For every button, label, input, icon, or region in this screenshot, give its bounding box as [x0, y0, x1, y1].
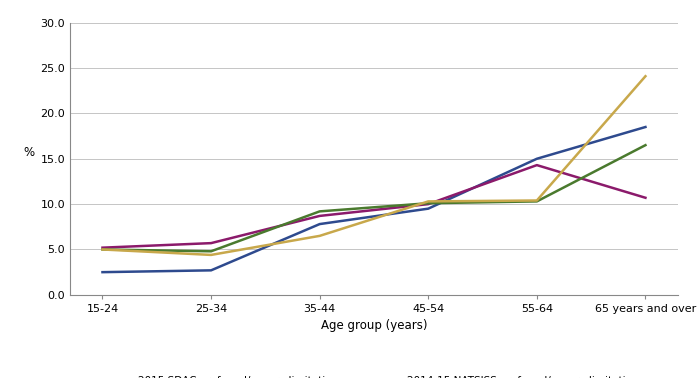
- 2016 Census need for assistance: [641, 74, 649, 79]
- 2016 Census need for assistance: [424, 199, 433, 204]
- Line: 2014-15 NATSISS profound/severe limitation: 2014-15 NATSISS profound/severe limitati…: [103, 145, 645, 251]
- 2015 SDAC profound/severe limitation: [641, 125, 649, 129]
- Legend: 2015 SDAC profound/severe limitation, 2012-13 NATSIHS profound/severe limitation: 2015 SDAC profound/severe limitation, 20…: [110, 376, 638, 378]
- 2014-15 NATSISS profound/severe limitation: [641, 143, 649, 147]
- 2014-15 NATSISS profound/severe limitation: [315, 209, 324, 214]
- Line: 2016 Census need for assistance: 2016 Census need for assistance: [103, 76, 645, 255]
- 2012-13 NATSIHS profound/severe limitation: [533, 163, 541, 167]
- 2012-13 NATSIHS profound/severe limitation: [99, 245, 107, 250]
- 2016 Census need for assistance: [207, 253, 215, 257]
- 2014-15 NATSISS profound/severe limitation: [424, 201, 433, 206]
- 2015 SDAC profound/severe limitation: [533, 156, 541, 161]
- 2015 SDAC profound/severe limitation: [207, 268, 215, 273]
- 2014-15 NATSISS profound/severe limitation: [99, 247, 107, 252]
- 2015 SDAC profound/severe limitation: [99, 270, 107, 274]
- Line: 2012-13 NATSIHS profound/severe limitation: 2012-13 NATSIHS profound/severe limitati…: [103, 165, 645, 248]
- 2012-13 NATSIHS profound/severe limitation: [641, 195, 649, 200]
- Y-axis label: %: %: [24, 146, 35, 159]
- 2016 Census need for assistance: [99, 247, 107, 252]
- 2012-13 NATSIHS profound/severe limitation: [424, 202, 433, 206]
- 2016 Census need for assistance: [533, 198, 541, 203]
- 2014-15 NATSISS profound/severe limitation: [207, 249, 215, 254]
- 2012-13 NATSIHS profound/severe limitation: [207, 241, 215, 245]
- 2015 SDAC profound/severe limitation: [424, 206, 433, 211]
- Line: 2015 SDAC profound/severe limitation: 2015 SDAC profound/severe limitation: [103, 127, 645, 272]
- X-axis label: Age group (years): Age group (years): [321, 319, 427, 332]
- 2012-13 NATSIHS profound/severe limitation: [315, 214, 324, 218]
- 2015 SDAC profound/severe limitation: [315, 222, 324, 226]
- 2016 Census need for assistance: [315, 234, 324, 238]
- 2014-15 NATSISS profound/severe limitation: [533, 199, 541, 204]
